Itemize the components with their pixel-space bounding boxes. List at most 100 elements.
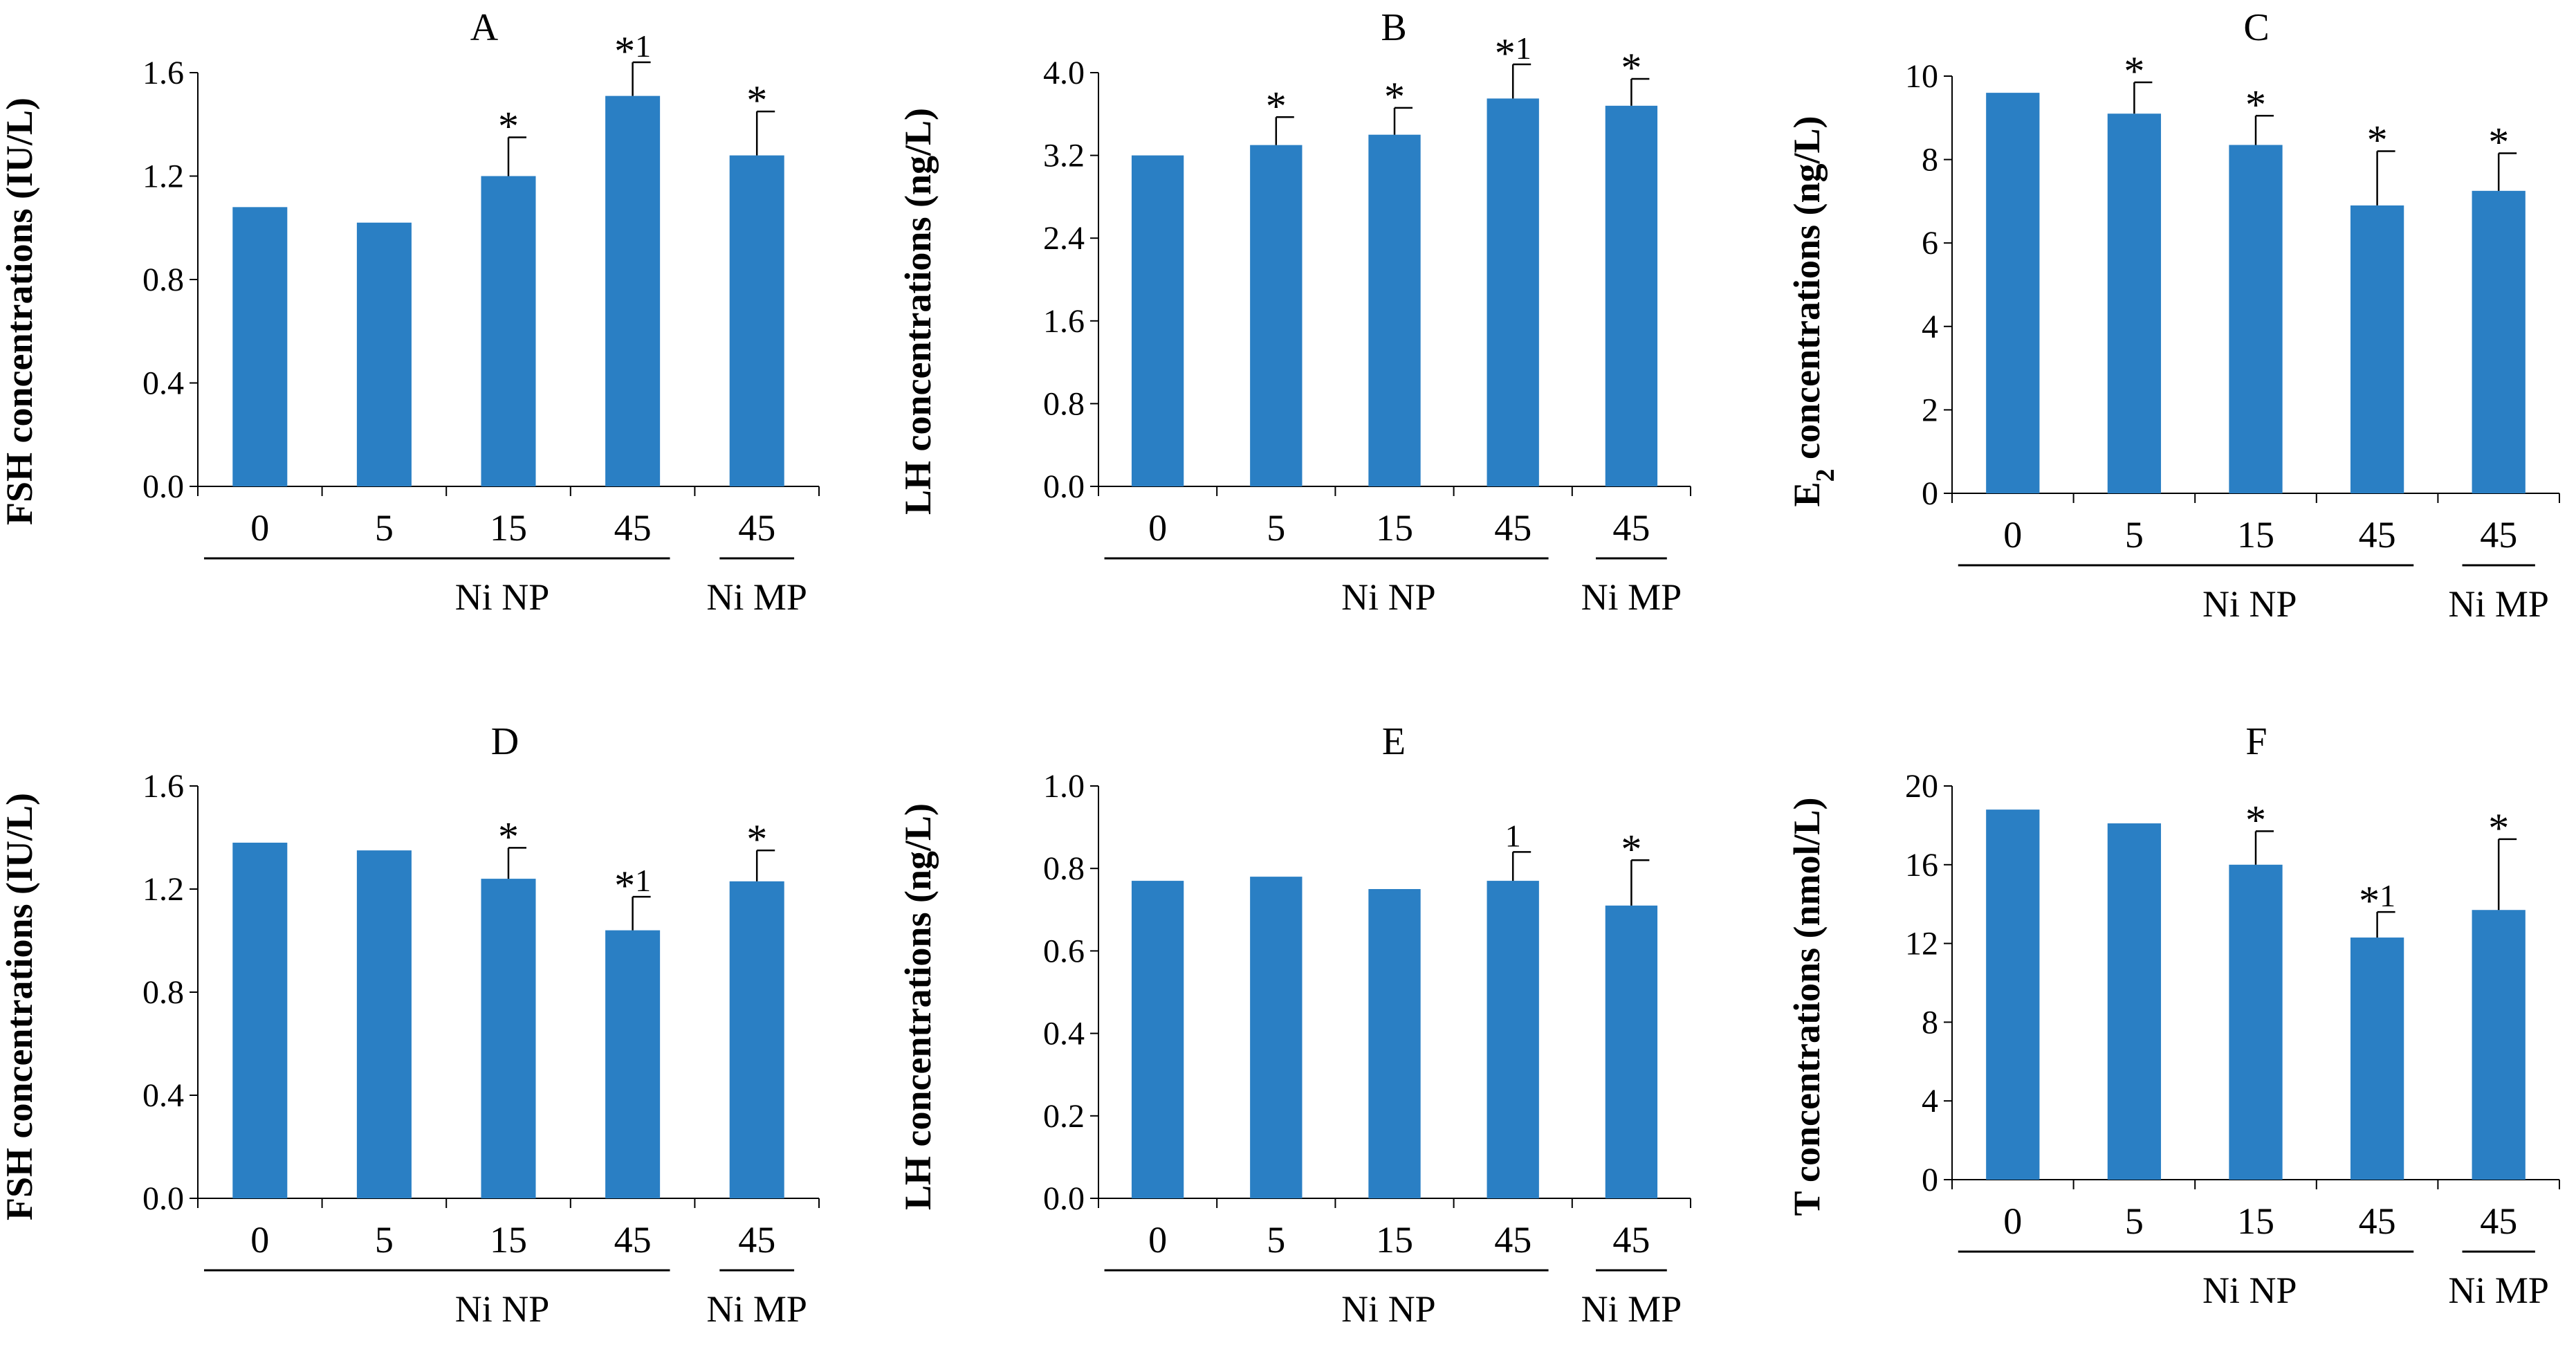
y-tick-label: 0.4 [142,1077,184,1114]
panel-F: F T concentrations (nmol/L) 0 4 8 12 16 20 0 5 * 15… [1786,720,2560,1311]
y-tick-label: 1.6 [142,768,184,805]
panel-title: F [2245,720,2267,763]
y-tick-label: 4.0 [1043,55,1085,91]
y-tick-label: 0.0 [1043,1180,1085,1217]
category-label: 15 [1376,1219,1413,1261]
y-tick-label: 16 [1905,847,1938,884]
bar [1250,877,1303,1198]
category-label: 15 [490,507,527,549]
bar [1487,881,1539,1198]
y-tick-label: 2 [1922,392,1938,428]
category-label: 45 [2480,1200,2517,1242]
bar [1487,98,1539,486]
panel-title: A [470,6,499,49]
group-label: Ni MP [706,576,807,618]
significance-marker: * [1266,83,1287,129]
group-label: Ni MP [1581,1288,1682,1330]
bar [1986,809,2040,1180]
y-tick-label: 0.0 [142,468,184,505]
category-label: 15 [1376,507,1413,549]
category-label: 45 [2480,514,2517,556]
y-axis-label-rest: concentrations (ng/L) [1786,116,1828,469]
category-label: 5 [2125,1200,2144,1242]
category-label: 45 [1612,1219,1650,1261]
significance-marker: * [746,816,767,862]
bar [1605,905,1658,1198]
bar [1368,134,1421,486]
category-label: 0 [1148,1219,1167,1261]
group-label: Ni MP [2448,1270,2549,1311]
category-label: 0 [2003,514,2022,556]
bar [605,930,661,1198]
category-label: 15 [490,1219,527,1261]
y-axis-label: T concentrations (nmol/L) [1786,798,1828,1216]
significance-marker: * [2488,120,2509,165]
y-tick-label: 20 [1905,768,1938,805]
category-label: 45 [614,1219,652,1261]
y-tick-label: 4 [1922,309,1938,345]
category-label: 45 [738,1219,775,1261]
y-tick-label: 12 [1905,926,1938,962]
y-tick-label: 1.2 [142,158,184,195]
bar [1131,881,1184,1198]
group-label: Ni NP [1341,1288,1436,1330]
y-tick-label: 0.8 [142,974,184,1011]
y-tick-label: 2.4 [1043,220,1085,257]
y-tick-label: 0.8 [1043,850,1085,887]
y-tick-label: 0.8 [1043,385,1085,422]
y-tick-label: 4 [1922,1083,1938,1119]
y-tick-label: 6 [1922,225,1938,262]
panel-title: E [1382,720,1406,763]
y-tick-label: 1.6 [1043,303,1085,340]
panel-E: E LH concentrations (ng/L) 0.0 0.2 0.4 0.6 0.8… [897,720,1691,1330]
y-tick-label: 0.0 [142,1180,184,1217]
y-axis-label-subscript: 2 [1811,468,1840,482]
y-axis-label: E2 concentrations (ng/L) [1786,116,1840,507]
significance-marker: * [2488,805,2509,851]
significance-marker: * [498,103,519,149]
bar [729,155,784,486]
significance-marker: * [2124,48,2144,94]
bar [1250,145,1303,486]
group-label: Ni NP [1341,576,1436,618]
category-label: 0 [250,1219,269,1261]
group-label: Ni NP [455,576,550,618]
y-axis-label: FSH concentrations (IU/L) [0,793,40,1220]
bar [2350,937,2404,1180]
group-label: Ni NP [2202,583,2297,625]
significance-marker: * [2367,118,2388,163]
category-label: 45 [2359,1200,2396,1242]
category-label: 45 [614,507,652,549]
y-axis-label: LH concentrations (ng/L) [897,803,939,1210]
y-tick-label: 0.4 [142,365,184,402]
y-axis-label: LH concentrations (ng/L) [897,108,939,515]
panel-D: D FSH concentrations (IU/L) 0.0 0.4 0.8 1.2 1.… [0,720,820,1330]
significance-marker: 1 [1505,818,1521,853]
panel-title: D [491,720,519,763]
bar [356,850,412,1198]
y-tick-label: 1.2 [142,871,184,908]
category-label: 15 [2237,514,2274,556]
category-label: 15 [2237,1200,2274,1242]
y-tick-label: 3.2 [1043,138,1085,174]
panel-title: B [1381,6,1406,49]
significance-marker: *1 [2359,878,2395,924]
category-label: 5 [2125,514,2144,556]
bar [481,879,536,1198]
category-label: 5 [1267,507,1285,549]
category-label: 0 [250,507,269,549]
y-tick-label: 10 [1905,58,1938,95]
bar [232,207,288,486]
category-label: 5 [1267,1219,1285,1261]
significance-marker: *1 [614,28,651,74]
significance-marker: *1 [1495,30,1531,76]
group-label: Ni NP [2202,1270,2297,1311]
category-label: 5 [375,507,394,549]
y-axis-label: FSH concentrations (IU/L) [0,98,40,525]
significance-marker: * [498,814,519,859]
significance-marker: *1 [614,863,651,908]
panel-C: CE2 concentrations (ng/L)02468100*5*15*4… [1786,6,2560,625]
y-tick-label: 0.8 [142,262,184,298]
significance-marker: * [1621,826,1641,872]
